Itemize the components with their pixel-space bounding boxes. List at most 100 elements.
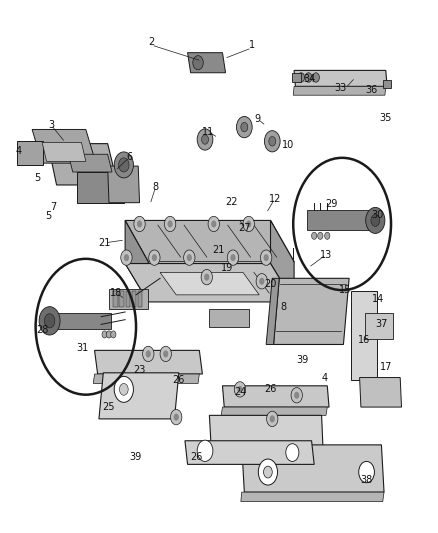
Text: 13: 13	[320, 249, 332, 260]
Text: 8: 8	[152, 182, 159, 192]
Text: 1: 1	[249, 40, 255, 50]
Text: 3: 3	[48, 120, 54, 130]
Circle shape	[291, 387, 302, 403]
Polygon shape	[113, 292, 118, 306]
Circle shape	[234, 382, 246, 397]
Circle shape	[146, 350, 151, 358]
Circle shape	[270, 415, 275, 423]
Polygon shape	[68, 154, 112, 172]
Polygon shape	[48, 143, 118, 185]
Polygon shape	[241, 492, 384, 502]
Circle shape	[359, 462, 374, 483]
Circle shape	[366, 207, 385, 233]
Polygon shape	[42, 142, 86, 161]
Polygon shape	[307, 211, 375, 230]
Circle shape	[211, 221, 216, 228]
Circle shape	[204, 273, 209, 281]
Polygon shape	[221, 407, 327, 415]
Polygon shape	[126, 292, 130, 306]
Text: 20: 20	[264, 279, 277, 289]
Circle shape	[264, 254, 269, 261]
Text: 9: 9	[254, 114, 261, 124]
Polygon shape	[95, 350, 202, 374]
Circle shape	[121, 250, 132, 265]
Circle shape	[120, 383, 128, 395]
Circle shape	[173, 414, 179, 421]
Polygon shape	[125, 221, 294, 262]
Text: 16: 16	[358, 335, 370, 345]
Text: 26: 26	[173, 375, 185, 385]
Circle shape	[137, 221, 142, 228]
Polygon shape	[274, 278, 349, 344]
Text: 27: 27	[238, 223, 251, 233]
Polygon shape	[160, 272, 259, 295]
Text: 25: 25	[103, 402, 115, 412]
Circle shape	[305, 73, 312, 82]
Polygon shape	[294, 70, 387, 86]
Polygon shape	[48, 312, 111, 328]
Circle shape	[227, 250, 239, 265]
Text: 10: 10	[282, 140, 294, 150]
Circle shape	[149, 250, 160, 265]
Circle shape	[184, 250, 195, 265]
Circle shape	[237, 117, 252, 138]
Text: 30: 30	[371, 209, 383, 220]
Polygon shape	[125, 221, 148, 302]
Circle shape	[208, 216, 219, 232]
Circle shape	[106, 331, 112, 338]
Circle shape	[152, 254, 157, 261]
Text: 28: 28	[36, 325, 48, 335]
Circle shape	[286, 443, 299, 462]
Text: 6: 6	[127, 152, 133, 162]
Circle shape	[241, 123, 248, 132]
Polygon shape	[109, 289, 148, 309]
Circle shape	[39, 306, 60, 335]
Text: 34: 34	[304, 74, 316, 84]
Circle shape	[134, 216, 145, 232]
Polygon shape	[125, 263, 294, 302]
Circle shape	[114, 376, 134, 402]
Circle shape	[160, 346, 171, 361]
Polygon shape	[17, 141, 43, 165]
Text: 5: 5	[35, 173, 41, 183]
Circle shape	[197, 129, 213, 150]
Text: 4: 4	[15, 147, 21, 156]
Circle shape	[265, 131, 280, 152]
Text: 2: 2	[148, 37, 155, 47]
Text: 17: 17	[380, 362, 392, 372]
Circle shape	[243, 216, 254, 232]
Text: 37: 37	[375, 319, 388, 329]
Polygon shape	[93, 374, 199, 383]
Circle shape	[371, 214, 380, 227]
Text: 39: 39	[129, 451, 141, 462]
Text: 23: 23	[133, 365, 146, 375]
Circle shape	[44, 314, 55, 328]
Text: 33: 33	[334, 83, 346, 93]
Polygon shape	[266, 278, 279, 344]
Text: 26: 26	[264, 384, 277, 394]
Polygon shape	[293, 86, 386, 95]
Text: 5: 5	[46, 211, 52, 221]
Circle shape	[264, 466, 272, 478]
Polygon shape	[185, 441, 314, 464]
Circle shape	[259, 278, 265, 285]
Polygon shape	[360, 377, 402, 407]
Circle shape	[193, 55, 203, 70]
Polygon shape	[209, 415, 323, 447]
Circle shape	[294, 392, 299, 399]
Circle shape	[114, 152, 134, 178]
Circle shape	[267, 411, 278, 426]
Text: 36: 36	[365, 85, 377, 95]
Polygon shape	[209, 309, 249, 327]
Circle shape	[111, 331, 116, 338]
Circle shape	[256, 273, 268, 289]
Text: 35: 35	[380, 112, 392, 123]
Text: 14: 14	[372, 294, 385, 304]
Circle shape	[237, 386, 243, 393]
Circle shape	[124, 254, 129, 261]
Circle shape	[187, 254, 192, 261]
Text: 31: 31	[77, 343, 89, 353]
Text: 11: 11	[202, 127, 215, 137]
Circle shape	[297, 73, 304, 82]
Circle shape	[143, 346, 154, 361]
